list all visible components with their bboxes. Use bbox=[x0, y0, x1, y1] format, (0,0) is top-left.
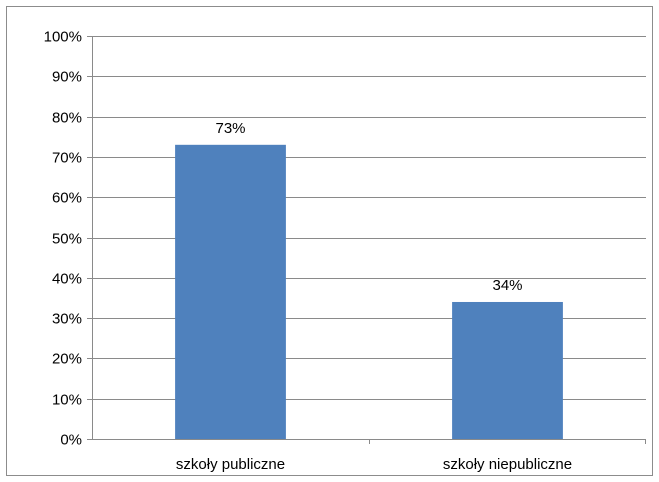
y-tick-label: 50% bbox=[52, 231, 82, 248]
data-label: 34% bbox=[492, 277, 522, 294]
y-tick-label: 40% bbox=[52, 271, 82, 288]
bars bbox=[175, 144, 563, 439]
y-axis-tick-labels: 0% 10% 20% 30% 40% 50% 60% 70% 80% 90% 100% bbox=[44, 29, 82, 449]
y-tick-label: 0% bbox=[60, 432, 82, 449]
y-tick-label: 80% bbox=[52, 110, 82, 127]
y-tick-label: 10% bbox=[52, 392, 82, 409]
data-labels: 73% 34% bbox=[215, 120, 522, 294]
axes bbox=[87, 36, 646, 444]
y-tick-label: 90% bbox=[52, 69, 82, 86]
bar bbox=[175, 144, 286, 439]
y-tick-label: 30% bbox=[52, 311, 82, 328]
x-category-label: szkoły niepubliczne bbox=[443, 456, 572, 473]
y-tick-label: 100% bbox=[44, 29, 82, 46]
x-category-label: szkoły publiczne bbox=[176, 456, 285, 473]
x-axis-category-labels: szkoły publiczne szkoły niepubliczne bbox=[176, 456, 572, 473]
data-label: 73% bbox=[215, 120, 245, 137]
bar bbox=[452, 301, 563, 439]
y-tick-label: 20% bbox=[52, 351, 82, 368]
y-tick-label: 60% bbox=[52, 190, 82, 207]
y-tick-label: 70% bbox=[52, 150, 82, 167]
